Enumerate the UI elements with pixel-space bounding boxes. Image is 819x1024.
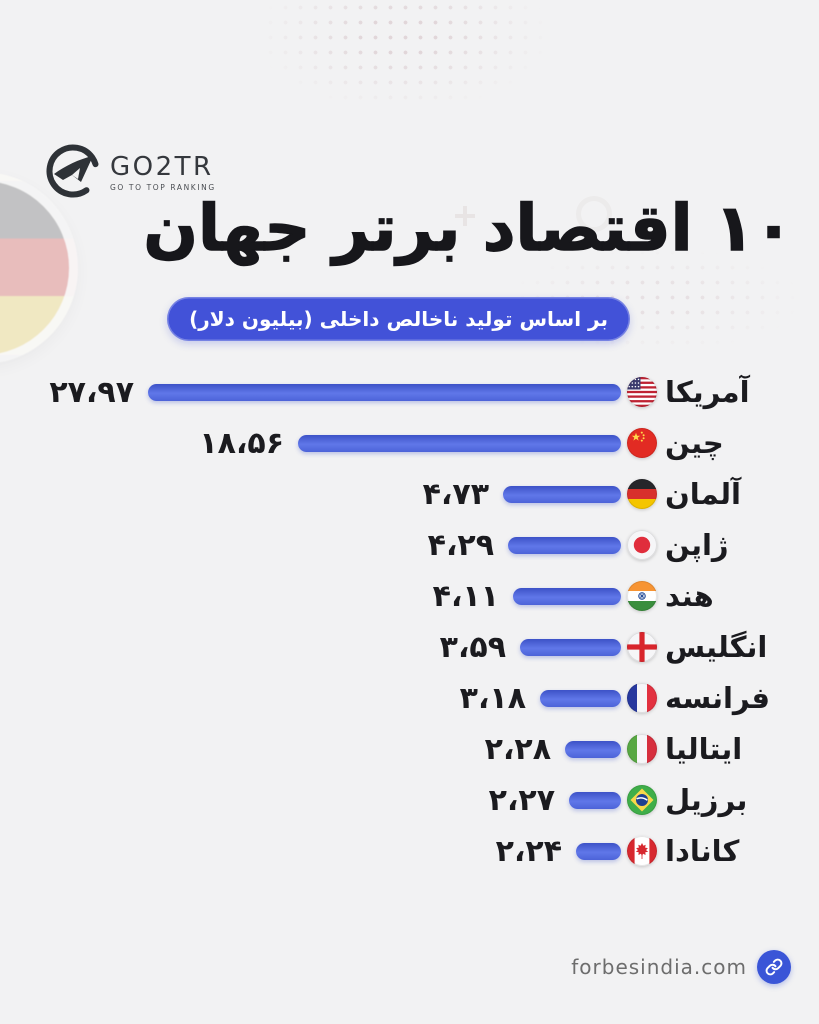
bar: [565, 741, 621, 758]
country-label: آمریکا: [665, 375, 750, 409]
bar-value-label: ۲،۲۴: [495, 834, 562, 869]
flag-england-icon: [627, 632, 657, 662]
chart-row: ۲۷،۹۷ آمریکا: [0, 367, 819, 418]
source-credit: forbesindia.com: [571, 950, 791, 984]
link-icon[interactable]: [757, 950, 791, 984]
flag-italy-icon: [627, 734, 657, 764]
bar-value-label: ۱۸،۵۶: [199, 426, 284, 461]
bar-value-label: ۴،۱۱: [432, 579, 499, 614]
chart-row: ۴،۱۱ هند: [0, 571, 819, 622]
country-label: برزیل: [665, 783, 748, 817]
chart-row: ۱۸،۵۶ چین: [0, 418, 819, 469]
bar: [540, 690, 621, 707]
flag-france-icon: [627, 683, 657, 713]
country-label: آلمان: [665, 477, 741, 511]
bar: [503, 486, 621, 503]
bar: [508, 537, 621, 554]
bar: [520, 639, 621, 656]
chart-row: ۲،۲۴ کانادا: [0, 826, 819, 877]
go2tr-logo: GO2TR GO TO TOP RANKING: [44, 142, 216, 204]
bar-value-label: ۳،۵۹: [439, 630, 506, 665]
bar: [576, 843, 621, 860]
chart-row: ۳،۱۸ فرانسه: [0, 673, 819, 724]
flag-japan-icon: [627, 530, 657, 560]
chart-row: ۲،۲۸ ایتالیا: [0, 724, 819, 775]
bar: [569, 792, 621, 809]
bar-value-label: ۴،۷۳: [422, 477, 489, 512]
flag-india-icon: [627, 581, 657, 611]
country-label: هند: [665, 579, 714, 613]
source-text: forbesindia.com: [571, 955, 747, 979]
bar-value-label: ۳،۱۸: [459, 681, 526, 716]
flag-germany-icon: [627, 479, 657, 509]
bar: [513, 588, 621, 605]
bar: [298, 435, 621, 452]
bar-value-label: ۲،۲۸: [484, 732, 551, 767]
chart-row: ۲،۲۷ برزیل: [0, 775, 819, 826]
country-label: چین: [665, 426, 724, 460]
country-label: انگلیس: [665, 630, 768, 664]
bar: [148, 384, 621, 401]
country-label: ایتالیا: [665, 732, 743, 766]
chart-row: ۴،۲۹ ژاپن: [0, 520, 819, 571]
halftone-dots-top: [248, 0, 558, 115]
flag-brazil-icon: [627, 785, 657, 815]
bar-value-label: ۲،۲۷: [488, 783, 555, 818]
bar-value-label: ۲۷،۹۷: [49, 375, 134, 410]
go2tr-plane-icon: [44, 142, 102, 204]
chart-row: ۴،۷۳ آلمان: [0, 469, 819, 520]
bar-value-label: ۴،۲۹: [427, 528, 494, 563]
flag-canada-icon: [627, 836, 657, 866]
chart-row: ۳،۵۹ انگلیس: [0, 622, 819, 673]
logo-tagline-text: GO TO TOP RANKING: [110, 183, 216, 192]
flag-china-icon: [627, 428, 657, 458]
page-title: ۱۰ اقتصاد برتر جهان: [143, 191, 794, 266]
country-label: کانادا: [665, 834, 740, 868]
country-label: فرانسه: [665, 681, 770, 715]
bar-chart: ۲۷،۹۷ آمریکا ۱۸،۵۶ چین ۴،۷۳ آلمان ۴،۲۹ ژ…: [0, 367, 819, 877]
ring-decor-icon: [576, 196, 612, 232]
plus-decor-icon: [455, 206, 475, 226]
country-label: ژاپن: [665, 528, 729, 562]
logo-brand-text: GO2TR: [110, 152, 214, 182]
subtitle-badge: بر اساس تولید ناخالص داخلی (بیلیون دلار): [167, 297, 630, 341]
flag-usa-icon: [627, 377, 657, 407]
